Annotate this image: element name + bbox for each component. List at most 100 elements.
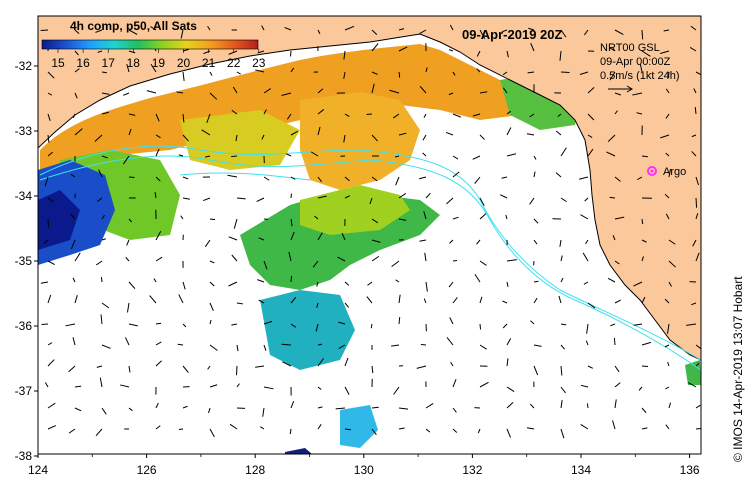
current-vector — [533, 280, 539, 283]
current-vector — [533, 297, 538, 304]
current-vector — [501, 29, 508, 33]
colorbar-ticks: 15 16 17 18 19 20 21 22 23 — [51, 49, 266, 70]
current-vector — [344, 281, 350, 286]
current-vector — [231, 254, 238, 262]
current-vector — [479, 134, 485, 140]
current-vector — [182, 176, 189, 180]
current-vector — [74, 50, 79, 56]
current-vector — [530, 43, 535, 52]
current-vector — [446, 337, 454, 346]
current-vector — [506, 338, 512, 346]
current-vector — [692, 239, 697, 247]
current-vector — [96, 365, 103, 368]
current-vector — [343, 71, 346, 79]
current-vector — [72, 277, 76, 283]
current-vector — [47, 218, 50, 228]
current-vector — [209, 260, 215, 264]
current-vector — [613, 338, 616, 346]
current-vector — [419, 85, 427, 94]
current-vector — [395, 279, 400, 283]
current-vector — [398, 218, 407, 221]
current-vector — [366, 113, 373, 116]
current-vector — [391, 260, 400, 267]
current-vector — [502, 87, 508, 94]
current-vector — [101, 111, 109, 115]
current-vector — [476, 239, 481, 245]
current-vector — [281, 92, 292, 97]
current-vector — [560, 147, 567, 157]
current-vector — [445, 131, 454, 136]
sst-patch-lightgreen-center — [300, 185, 410, 235]
current-vector — [72, 337, 76, 346]
current-vector — [398, 427, 405, 430]
current-vector — [74, 29, 80, 34]
current-vector — [660, 134, 670, 139]
current-vector — [94, 134, 103, 142]
current-vector — [371, 43, 379, 52]
x-tick-label: 134 — [571, 463, 591, 477]
current-vector — [100, 314, 103, 325]
current-vector — [583, 29, 589, 36]
y-tick-label: -33 — [15, 124, 33, 138]
current-vector — [479, 296, 483, 304]
current-vector — [560, 29, 567, 38]
current-vector — [155, 425, 161, 430]
current-vector — [479, 91, 488, 94]
current-vector — [236, 344, 239, 352]
current-vector — [371, 29, 378, 35]
current-vector — [606, 151, 616, 157]
current-vector — [609, 196, 616, 199]
current-vector — [317, 424, 322, 430]
current-vector — [126, 239, 130, 246]
current-vector — [128, 128, 132, 136]
current-vector — [560, 386, 566, 394]
current-vector — [317, 358, 324, 367]
current-vector — [398, 294, 401, 304]
current-vector — [479, 213, 487, 220]
current-vector — [587, 365, 594, 369]
current-vector — [506, 110, 512, 115]
current-vector — [694, 107, 697, 115]
current-vector — [120, 384, 130, 388]
current-vector — [236, 302, 244, 305]
current-vector — [290, 231, 295, 241]
current-vector — [47, 134, 50, 143]
y-tick-label: -35 — [15, 254, 33, 268]
current-vector — [695, 176, 699, 186]
current-vector — [695, 252, 700, 262]
current-vector — [449, 24, 454, 31]
current-vector — [317, 109, 325, 115]
current-vector — [580, 384, 589, 388]
current-vector — [530, 320, 535, 325]
current-vector — [614, 299, 621, 304]
sst-patch-orange-band — [40, 44, 540, 175]
current-vector — [344, 302, 350, 308]
current-vector — [695, 197, 698, 208]
current-vector — [317, 406, 323, 409]
current-vector — [74, 252, 81, 262]
current-vector — [688, 382, 697, 388]
y-tick-label: -34 — [15, 189, 33, 203]
current-vector — [74, 385, 82, 388]
current-vector — [47, 113, 51, 121]
current-vector — [101, 238, 106, 241]
current-vector — [149, 295, 157, 304]
current-vector — [228, 236, 238, 241]
current-vector — [154, 192, 157, 199]
current-vector — [232, 86, 238, 94]
current-vector — [338, 344, 346, 350]
current-vector — [209, 344, 218, 351]
current-vector — [695, 71, 701, 76]
current-vector — [638, 386, 643, 391]
current-vector — [155, 113, 160, 122]
current-vector — [528, 27, 535, 31]
current-vector — [100, 277, 103, 283]
current-vector — [579, 71, 589, 76]
current-vector — [97, 50, 103, 53]
current-vector — [122, 155, 130, 165]
current-vector — [70, 173, 76, 178]
current-vector — [203, 50, 211, 55]
current-vector — [44, 382, 49, 388]
current-vector — [95, 29, 103, 33]
current-vector — [290, 275, 293, 283]
